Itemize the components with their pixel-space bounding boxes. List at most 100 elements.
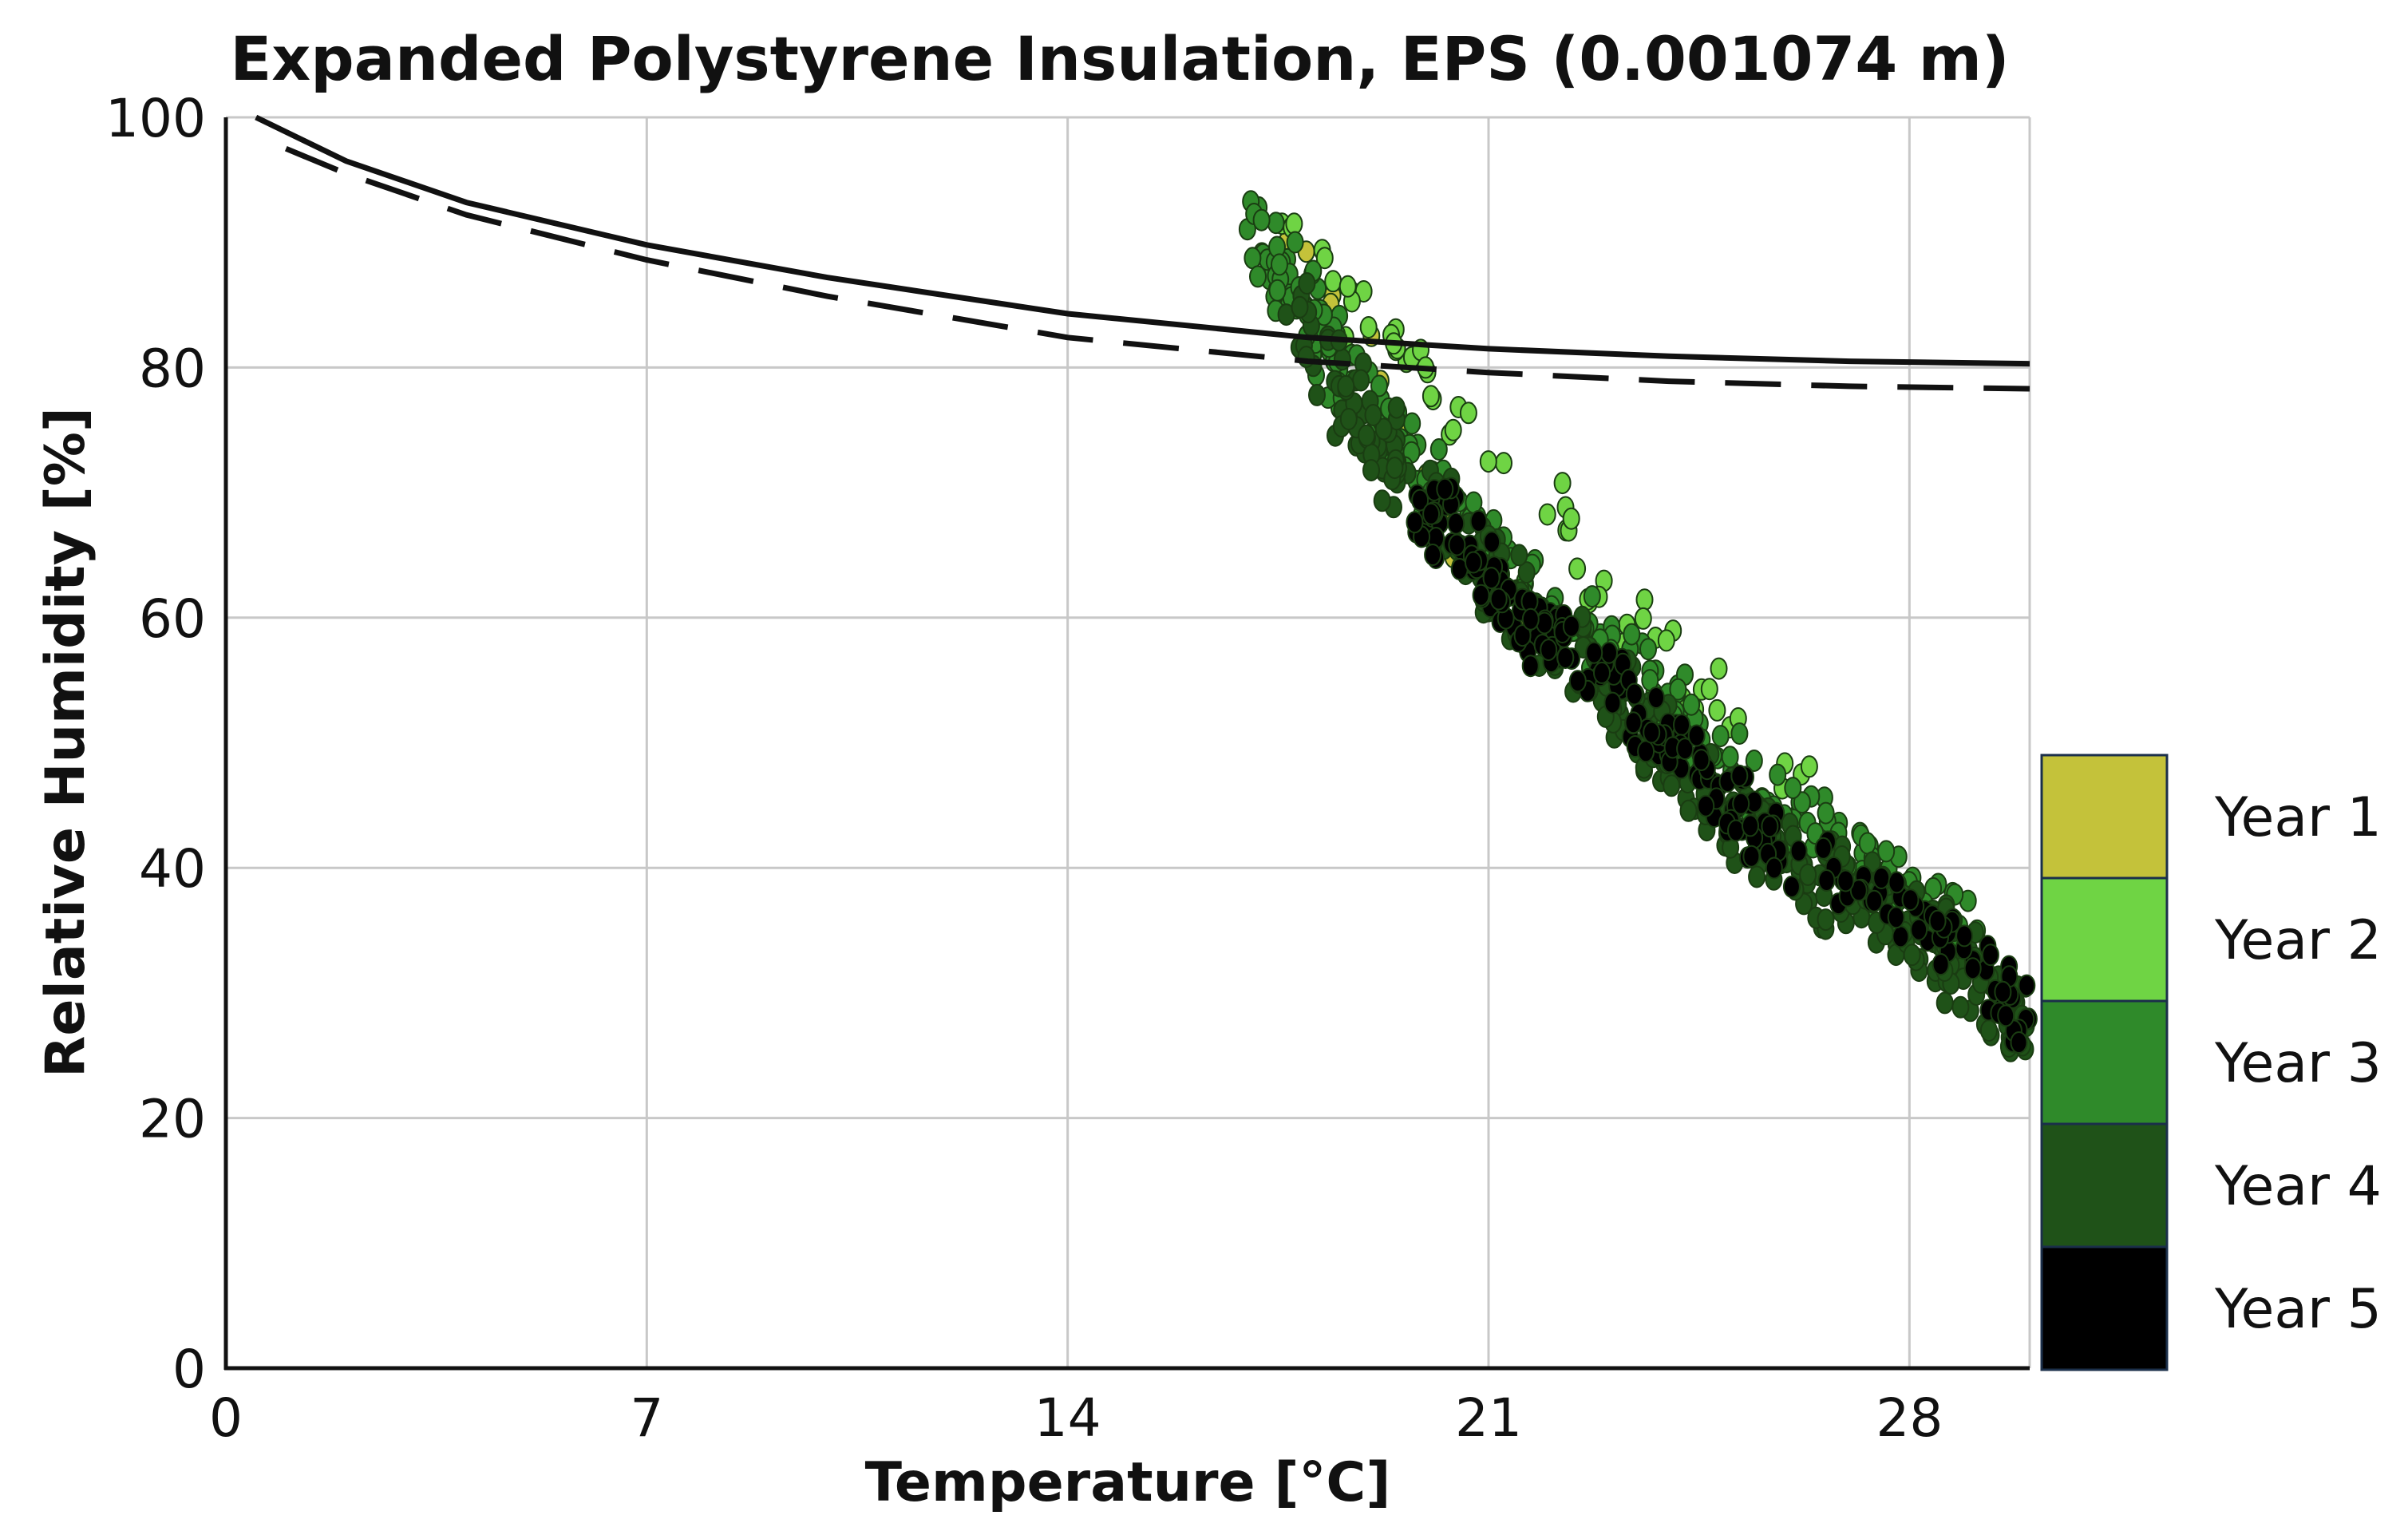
data-point (1910, 918, 1928, 941)
legend-swatch (2040, 1122, 2169, 1248)
x-axis-label: Temperature [°C] (865, 1451, 1391, 1514)
data-point (1403, 412, 1421, 435)
data-point (1887, 906, 1905, 929)
axes (223, 117, 2030, 1371)
reference-lines (255, 114, 2030, 392)
data-point (1981, 944, 1999, 967)
data-point (1444, 418, 1462, 441)
data-point (1337, 374, 1355, 398)
data-point (1553, 472, 1572, 495)
y-tick-label: 80 (139, 338, 206, 399)
data-point (1603, 691, 1622, 714)
data-point (1364, 404, 1382, 426)
data-point (1817, 801, 1835, 825)
data-point (1333, 348, 1351, 371)
data-point (2018, 974, 2036, 997)
data-point (1271, 253, 1288, 276)
data-point (1315, 247, 1334, 270)
data-point (1339, 408, 1358, 430)
data-point (1647, 686, 1665, 709)
data-point (1928, 909, 1947, 932)
data-point (1358, 424, 1376, 447)
data-point (1562, 507, 1580, 530)
data-point (1635, 588, 1654, 611)
data-point (1406, 511, 1424, 534)
data-point (1865, 889, 1884, 912)
x-tick-label: 7 (630, 1387, 663, 1449)
legend-label: Year 5 (2214, 1278, 2382, 1341)
legend: Year 1 Year 2 Year 3 Year 4 Year 5 (2040, 754, 2382, 1371)
data-point (1338, 275, 1357, 298)
data-point (1489, 588, 1508, 611)
data-point (1362, 459, 1380, 482)
legend-label: Year 4 (2214, 1155, 2382, 1218)
data-point (1742, 845, 1761, 868)
data-point (1267, 212, 1285, 235)
x-tick-label: 0 (209, 1387, 243, 1449)
data-point (1447, 512, 1465, 535)
data-point (1692, 749, 1710, 772)
data-point (1784, 777, 1802, 800)
data-point (1374, 417, 1393, 441)
data-point (1568, 670, 1587, 693)
data-point (1244, 247, 1262, 270)
data-point (1730, 764, 1749, 787)
data-point (2010, 1031, 2028, 1054)
data-point (1634, 607, 1652, 630)
data-point (1624, 711, 1643, 734)
x-tick-label: 28 (1876, 1387, 1943, 1449)
data-point (1424, 544, 1442, 566)
data-point (1291, 295, 1309, 318)
legend-swatch (2040, 876, 2169, 1003)
data-point (1888, 871, 1906, 894)
data-point (1370, 374, 1388, 398)
y-tick-label: 20 (139, 1089, 206, 1150)
data-point (1637, 740, 1655, 763)
data-point (1268, 279, 1287, 302)
data-point (1732, 792, 1750, 815)
data-point (1793, 791, 1811, 814)
data-point (1789, 840, 1808, 862)
legend-swatch (2040, 999, 2169, 1126)
data-point (1782, 875, 1801, 898)
data-point (1436, 477, 1454, 500)
data-point (1583, 585, 1601, 608)
y-tick-label: 60 (139, 588, 206, 650)
data-point (1730, 722, 1749, 745)
data-point (1513, 624, 1532, 647)
data-point (1872, 867, 1891, 889)
data-point (1249, 265, 1267, 288)
x-tick-label: 14 (1034, 1387, 1101, 1449)
data-point (1765, 857, 1783, 880)
solid-line (255, 114, 2030, 367)
data-point (1700, 678, 1718, 701)
data-point (1877, 840, 1896, 863)
data-point (1469, 509, 1488, 532)
y-tick-label: 0 (172, 1339, 206, 1400)
data-point (1997, 1004, 2015, 1027)
scatter-points (1238, 190, 2038, 1062)
data-point (1669, 678, 1687, 701)
data-point (1963, 957, 1982, 980)
data-point (1286, 231, 1304, 254)
data-point (1625, 682, 1643, 706)
data-point (1727, 819, 1745, 842)
data-point (1748, 865, 1766, 888)
data-point (1521, 655, 1540, 678)
data-point (1745, 750, 1763, 772)
data-point (1593, 661, 1611, 684)
gridlines (226, 116, 2031, 1368)
data-point (1721, 746, 1739, 769)
data-point (1643, 721, 1661, 744)
data-point (1697, 794, 1715, 817)
data-point (1482, 567, 1501, 590)
data-point (1448, 533, 1466, 556)
data-point (1517, 561, 1536, 584)
data-point (1814, 837, 1833, 860)
data-point (1568, 557, 1587, 580)
data-point (1673, 714, 1690, 737)
legend-label: Year 2 (2214, 909, 2382, 972)
data-point (1483, 531, 1501, 554)
data-point (1308, 383, 1326, 406)
data-point (1585, 641, 1603, 664)
